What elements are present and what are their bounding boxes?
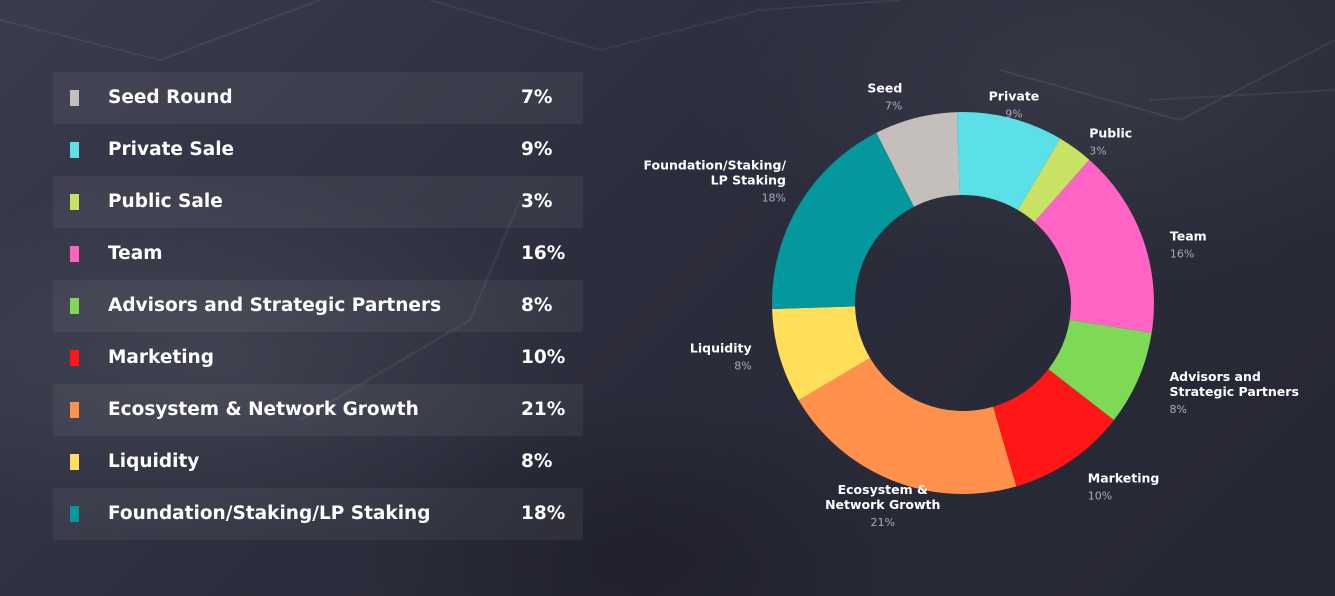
slice-label: Private 9%	[989, 88, 1040, 120]
legend-row: Advisors and Strategic Partners 8%	[53, 280, 583, 332]
legend-value: 7%	[521, 87, 553, 108]
donut-slice	[1034, 159, 1154, 333]
allocation-legend: Seed Round 7% Private Sale 9% Public Sale 3% T…	[53, 72, 583, 540]
legend-value: 3%	[521, 191, 553, 212]
slice-label-value: 8%	[734, 359, 751, 372]
legend-value: 16%	[521, 243, 566, 264]
donut-slice	[798, 357, 1017, 495]
legend-value: 8%	[521, 295, 553, 316]
slice-label: Seed 7%	[867, 81, 902, 113]
slice-label-name: Seed	[867, 81, 902, 96]
legend-swatch	[70, 454, 79, 470]
legend-value: 8%	[521, 451, 553, 472]
legend-label: Public Sale	[108, 191, 223, 212]
slice-label-value: 9%	[1005, 107, 1022, 120]
legend-label: Advisors and Strategic Partners	[108, 295, 442, 316]
slice-label-name: Foundation/Staking/	[643, 157, 786, 172]
legend-swatch	[70, 350, 79, 366]
slice-label: Liquidity 8%	[690, 340, 752, 372]
slice-label-name: Network Growth	[825, 497, 940, 512]
slice-label-name: LP Staking	[711, 172, 786, 187]
legend-swatch	[70, 142, 79, 158]
slice-label: Team 16%	[1170, 228, 1207, 260]
slice-label-value: 8%	[1169, 403, 1186, 416]
legend-swatch	[70, 506, 79, 522]
slice-label-name: Marketing	[1088, 471, 1160, 486]
legend-swatch	[70, 246, 79, 262]
legend-row: Foundation/Staking/LP Staking 18%	[53, 488, 583, 540]
legend-swatch	[70, 402, 79, 418]
legend-label: Liquidity	[108, 451, 200, 472]
slice-label: Public 3%	[1089, 125, 1132, 157]
legend-label: Seed Round	[108, 87, 233, 108]
slice-label-value: 10%	[1088, 490, 1112, 503]
slice-label-value: 16%	[1170, 247, 1194, 260]
slice-label-value: 3%	[1089, 144, 1106, 157]
slice-label-name: Strategic Partners	[1169, 384, 1298, 399]
legend-row: Marketing 10%	[53, 332, 583, 384]
donut-slice	[1048, 319, 1152, 421]
legend-value: 18%	[521, 503, 566, 524]
slice-label: Foundation/Staking/LP Staking 18%	[643, 157, 786, 204]
legend-label: Private Sale	[108, 139, 235, 160]
legend-label: Ecosystem & Network Growth	[108, 399, 419, 420]
donut-slice	[771, 132, 914, 309]
donut-slice	[876, 112, 960, 207]
donut-slice	[957, 112, 1061, 211]
slice-label-name: Public	[1089, 125, 1132, 140]
legend-swatch	[70, 90, 79, 106]
slice-label-name: Advisors and	[1169, 369, 1260, 384]
legend-row: Private Sale 9%	[53, 124, 583, 176]
slice-label-value: 18%	[762, 191, 786, 204]
slice-label-value: 7%	[885, 100, 902, 113]
legend-label: Marketing	[108, 347, 214, 368]
donut-slice	[1017, 138, 1090, 222]
donut-slice	[993, 369, 1114, 487]
slice-label-name: Team	[1170, 228, 1207, 243]
slice-label-value: 21%	[871, 516, 895, 529]
slice-label-name: Liquidity	[690, 340, 752, 355]
legend-value: 9%	[521, 139, 553, 160]
donut-slice	[772, 306, 871, 401]
legend-row: Team 16%	[53, 228, 583, 280]
legend-row: Liquidity 8%	[53, 436, 583, 488]
legend-swatch	[70, 298, 79, 314]
legend-label: Team	[108, 243, 163, 264]
legend-swatch	[70, 194, 79, 210]
legend-value: 10%	[521, 347, 566, 368]
legend-row: Public Sale 3%	[53, 176, 583, 228]
slice-label: Ecosystem &Network Growth 21%	[825, 482, 940, 529]
slice-label-name: Ecosystem &	[838, 482, 928, 497]
slice-label-name: Private	[989, 88, 1040, 103]
legend-row: Seed Round 7%	[53, 72, 583, 124]
legend-value: 21%	[521, 399, 566, 420]
slice-label: Marketing 10%	[1088, 471, 1160, 503]
legend-row: Ecosystem & Network Growth 21%	[53, 384, 583, 436]
legend-label: Foundation/Staking/LP Staking	[108, 503, 431, 524]
